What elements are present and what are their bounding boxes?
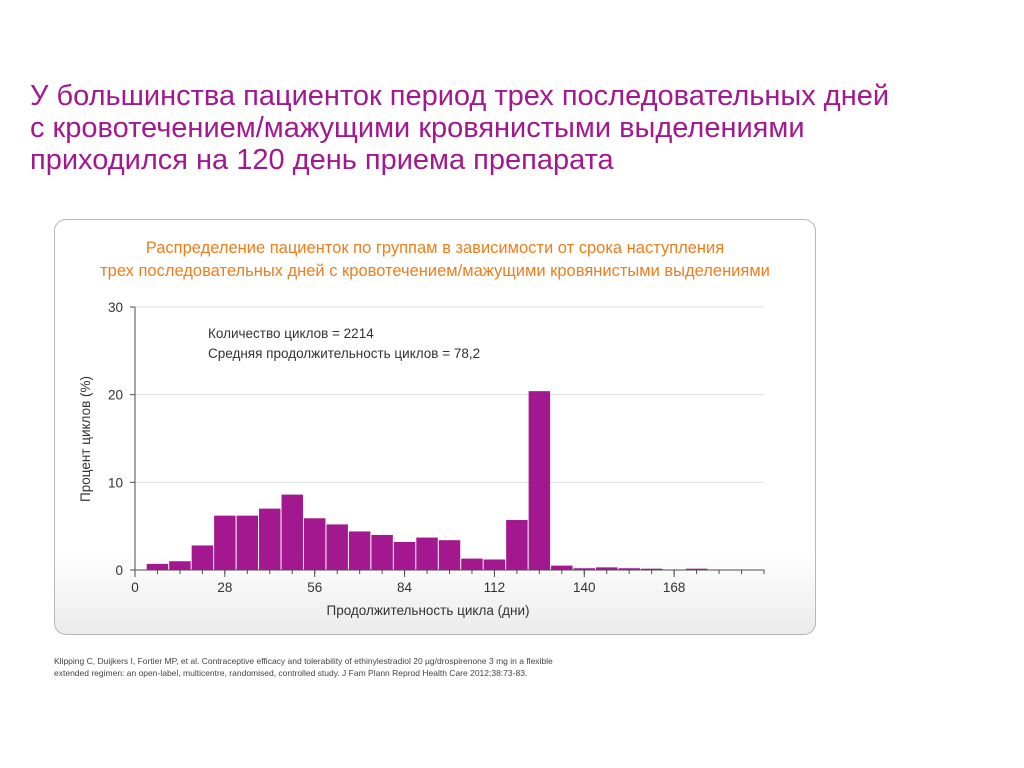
grid-lines: [135, 306, 764, 483]
slide-title-line: приходился на 120 день приема препарата: [30, 144, 614, 176]
slide-title-line: с кровотечением/мажущими кровянистыми вы…: [30, 112, 805, 144]
histogram-bar: [393, 541, 416, 570]
y-tick-label: 10: [108, 475, 123, 490]
x-tick-label: 84: [397, 580, 413, 595]
histogram-bar: [640, 568, 663, 570]
citation-line: Klipping C, Duijkers I, Fortier MP, et a…: [54, 656, 553, 666]
histogram-bar: [438, 540, 461, 570]
histogram-bar: [191, 545, 214, 570]
y-tick-label: 20: [108, 388, 123, 403]
cycle-count-annotation: Количество циклов = 2214: [208, 326, 374, 341]
histogram-bar: [303, 518, 326, 570]
histogram-bar: [236, 515, 259, 570]
histogram-bar: [259, 508, 281, 570]
bars: [146, 391, 708, 570]
y-tick-label: 0: [115, 563, 123, 578]
x-tick-label: 28: [217, 580, 232, 595]
x-tick-label: 56: [307, 580, 322, 595]
citation: Klipping C, Duijkers I, Fortier MP, et a…: [54, 656, 614, 679]
x-tick-label: 112: [484, 580, 506, 595]
histogram-bar: [528, 391, 551, 570]
histogram-bar: [416, 537, 438, 570]
chart-title-line: трех последовательных дней с кровотечени…: [100, 262, 770, 280]
histogram-bar: [461, 558, 483, 570]
histogram-bar: [483, 559, 506, 570]
histogram-bar: [146, 563, 169, 570]
citation-line: extended regimen: an open-label, multice…: [54, 667, 528, 678]
mean-duration-annotation: Средняя продолжительность циклов = 78,2: [208, 346, 480, 361]
slide-title: У большинства пациенток период трех посл…: [30, 80, 990, 176]
histogram-bar: [214, 515, 236, 570]
histogram-bar: [281, 494, 303, 570]
histogram-bar: [596, 567, 618, 570]
x-tick-label: 168: [663, 580, 686, 595]
histogram-bar: [371, 534, 393, 570]
slide-title-line: У большинства пациенток период трех посл…: [30, 80, 890, 112]
histogram-bar: [169, 561, 191, 570]
histogram-bar: [551, 565, 573, 570]
histogram-bar: [573, 568, 596, 570]
x-tick-label: 0: [131, 580, 139, 595]
histogram-bar: [618, 568, 640, 570]
y-axis-label: Процент циклов (%): [78, 376, 93, 502]
chart-title-line: Распределение пациенток по группам в зав…: [146, 239, 724, 257]
chart-card: Распределение пациенток по группам в зав…: [54, 219, 816, 635]
histogram-bar: [685, 568, 708, 570]
x-tick-label: 140: [573, 580, 596, 595]
axes: 0 10 20 30 0 28 56 84 112 140 168: [108, 300, 765, 595]
y-tick-label: 30: [108, 300, 123, 315]
x-axis-label: Продолжительность цикла (дни): [327, 603, 530, 618]
histogram-bar: [348, 531, 371, 570]
histogram-bar: [326, 524, 348, 570]
histogram-chart: Распределение пациенток по группам в зав…: [78, 239, 770, 618]
histogram-bar: [506, 520, 528, 570]
